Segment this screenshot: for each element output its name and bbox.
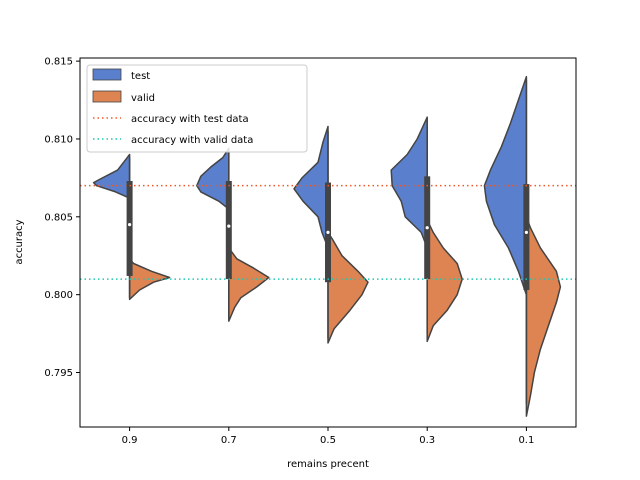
x-tick-label: 0.5 bbox=[320, 435, 336, 446]
legend-swatch-test bbox=[92, 68, 122, 81]
violin-valid-0-7 bbox=[228, 247, 270, 322]
violin-valid-0-3 bbox=[426, 219, 463, 343]
median-dot-0-3 bbox=[425, 226, 429, 230]
legend-label-valid: valid bbox=[131, 93, 155, 104]
median-dot-0-7 bbox=[227, 224, 231, 228]
x-tick-label: 0.1 bbox=[518, 435, 534, 446]
legend-label-valid-data: accuracy with valid data bbox=[131, 135, 253, 146]
violin-test-0-7 bbox=[196, 147, 230, 210]
x-tick-label: 0.3 bbox=[419, 435, 435, 446]
violin-valid-0-9 bbox=[128, 258, 171, 301]
violin-test-0-5 bbox=[293, 125, 329, 249]
boxplots-layer bbox=[126, 79, 530, 404]
x-tick-label: 0.7 bbox=[221, 435, 237, 446]
violin-test-0-1 bbox=[483, 75, 528, 296]
median-dot-0-1 bbox=[524, 230, 529, 234]
legend-label-test: test bbox=[131, 71, 150, 82]
violin-test-0-3 bbox=[390, 116, 428, 249]
median-dot-0-9 bbox=[128, 222, 132, 227]
violin-test-0-9 bbox=[92, 153, 131, 199]
legend: test valid accuracy with test data accur… bbox=[86, 64, 308, 153]
legend-frame bbox=[86, 64, 308, 153]
y-tick-label: 0.795 bbox=[44, 368, 73, 379]
legend-swatch-valid bbox=[92, 90, 122, 103]
y-tick-label: 0.810 bbox=[44, 134, 73, 145]
violin-valid-0-1 bbox=[525, 216, 562, 417]
box-0-9 bbox=[126, 181, 133, 276]
violins-layer bbox=[92, 75, 562, 417]
box-0-7 bbox=[225, 181, 232, 280]
y-tick-label: 0.805 bbox=[44, 212, 73, 223]
y-axis: 0.795 0.800 0.805 0.810 0.815 bbox=[44, 57, 80, 379]
median-dot-0-5 bbox=[326, 230, 330, 234]
y-tick-label: 0.800 bbox=[44, 290, 73, 301]
y-axis-label: accuracy bbox=[14, 219, 25, 264]
violin-valid-0-5 bbox=[327, 231, 369, 344]
x-axis: 0.9 0.7 0.5 0.3 0.1 bbox=[122, 427, 534, 446]
x-axis-label: remains precent bbox=[287, 459, 369, 470]
box-0-1 bbox=[523, 184, 530, 290]
reference-lines-layer bbox=[80, 184, 576, 280]
y-tick-label: 0.815 bbox=[44, 57, 73, 68]
x-tick-label: 0.9 bbox=[122, 435, 138, 446]
legend-label-test-data: accuracy with test data bbox=[131, 114, 249, 125]
